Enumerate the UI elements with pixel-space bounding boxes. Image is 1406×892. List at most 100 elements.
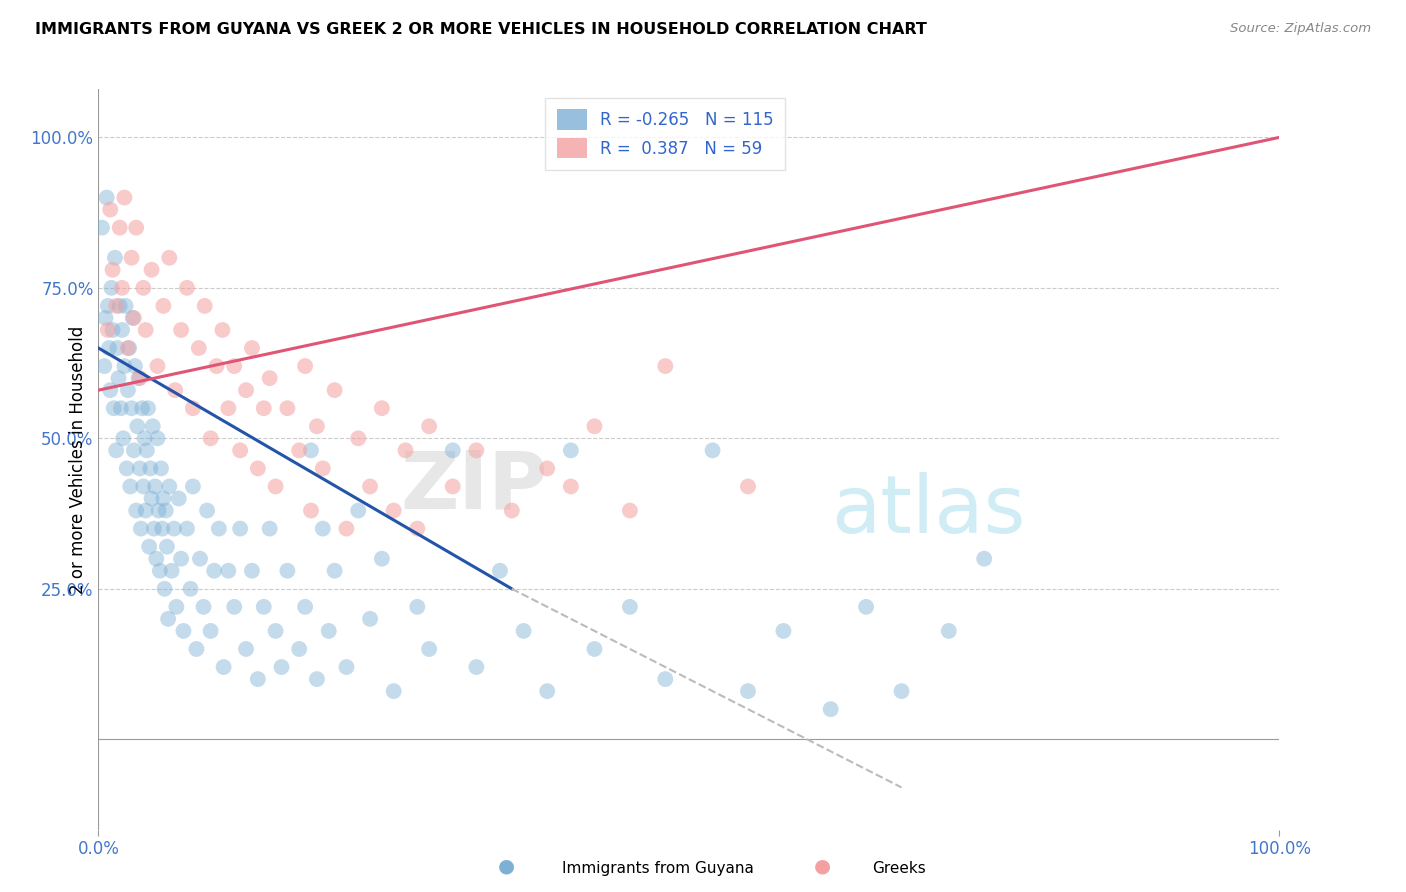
Point <box>294 599 316 614</box>
Point <box>654 359 676 373</box>
Point <box>406 599 429 614</box>
Point <box>305 672 328 686</box>
Point <box>105 443 128 458</box>
Point <box>145 551 167 566</box>
Point <box>536 684 558 698</box>
Point <box>938 624 960 638</box>
Point <box>115 461 138 475</box>
Point <box>129 522 152 536</box>
Point <box>335 660 357 674</box>
Point <box>347 431 370 445</box>
Point <box>264 479 287 493</box>
Point <box>259 522 281 536</box>
Point <box>240 341 263 355</box>
Point <box>224 599 246 614</box>
Point <box>117 341 139 355</box>
Point <box>122 443 145 458</box>
Point <box>217 564 239 578</box>
Point <box>180 582 202 596</box>
Point <box>465 660 488 674</box>
Point <box>146 359 169 373</box>
Point <box>97 299 120 313</box>
Point <box>323 383 346 397</box>
Point <box>150 522 173 536</box>
Point <box>114 299 136 313</box>
Point <box>165 599 187 614</box>
Point <box>96 190 118 204</box>
Point <box>194 299 217 313</box>
Point <box>276 401 298 416</box>
Point <box>193 599 215 614</box>
Point <box>253 599 276 614</box>
Point <box>124 359 146 373</box>
Point <box>259 371 281 385</box>
Point <box>170 551 193 566</box>
Point <box>288 642 311 657</box>
Point <box>104 251 127 265</box>
Point <box>149 564 172 578</box>
Text: ●: ● <box>814 857 831 876</box>
Point <box>276 564 298 578</box>
Point <box>148 503 170 517</box>
Point <box>110 401 132 416</box>
Point <box>94 310 117 325</box>
Point <box>98 341 121 355</box>
Point <box>111 281 134 295</box>
Point <box>93 359 115 373</box>
Point <box>98 202 121 217</box>
Point <box>100 281 122 295</box>
Point <box>138 540 160 554</box>
Point <box>246 461 269 475</box>
Point <box>820 702 842 716</box>
Point <box>418 642 440 657</box>
Point <box>208 522 231 536</box>
Point <box>229 443 252 458</box>
Point <box>188 551 211 566</box>
Point <box>121 401 143 416</box>
Point <box>702 443 724 458</box>
Point <box>200 431 222 445</box>
Point <box>156 540 179 554</box>
Point <box>157 612 180 626</box>
Point <box>160 564 183 578</box>
Point <box>128 371 150 385</box>
Point <box>132 479 155 493</box>
Point <box>418 419 440 434</box>
Point <box>112 431 135 445</box>
Point <box>125 503 148 517</box>
Point <box>150 461 173 475</box>
Point <box>235 383 257 397</box>
Point <box>108 220 131 235</box>
Point <box>172 624 194 638</box>
Point <box>143 479 166 493</box>
Point <box>132 281 155 295</box>
Point <box>512 624 534 638</box>
Point <box>103 401 125 416</box>
Point <box>619 503 641 517</box>
Point <box>253 401 276 416</box>
Point <box>772 624 794 638</box>
Point <box>489 564 512 578</box>
Point <box>131 401 153 416</box>
Point <box>294 359 316 373</box>
Point <box>318 624 340 638</box>
Point <box>441 479 464 493</box>
Point <box>335 522 357 536</box>
Point <box>371 551 394 566</box>
Point <box>246 672 269 686</box>
Point <box>142 419 165 434</box>
Point <box>235 642 257 657</box>
Point <box>128 461 150 475</box>
Point <box>121 251 143 265</box>
Point <box>288 443 311 458</box>
Point <box>359 612 381 626</box>
Point <box>229 522 252 536</box>
Point <box>111 323 134 337</box>
Point <box>186 642 208 657</box>
Point <box>122 310 145 325</box>
Point <box>394 443 416 458</box>
Point <box>205 359 228 373</box>
Point <box>973 551 995 566</box>
Point <box>406 522 429 536</box>
Point <box>98 383 121 397</box>
